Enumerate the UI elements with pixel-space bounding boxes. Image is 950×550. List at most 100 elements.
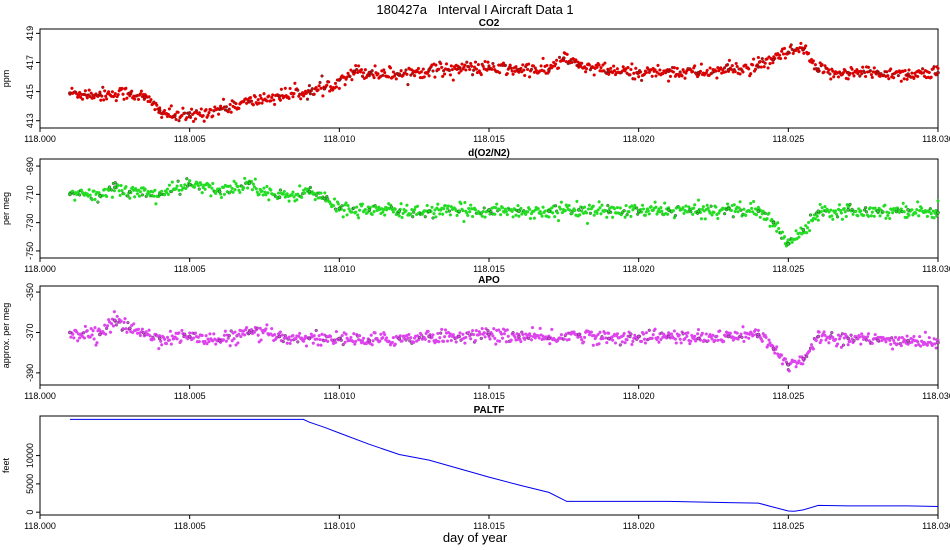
scatter-point xyxy=(419,333,423,337)
scatter-point xyxy=(678,337,682,341)
data-point xyxy=(322,86,327,91)
scatter-point xyxy=(222,333,226,337)
scatter-point xyxy=(632,71,636,75)
scatter-point xyxy=(510,69,514,73)
scatter-point xyxy=(447,68,451,73)
scatter-point xyxy=(478,332,482,336)
scatter-point xyxy=(764,335,768,339)
data-point xyxy=(457,334,461,339)
scatter-point xyxy=(686,210,690,214)
scatter-point xyxy=(313,198,317,202)
scatter-point xyxy=(741,325,745,329)
scatter-point xyxy=(312,92,316,96)
scatter-point xyxy=(115,314,119,318)
scatter-point xyxy=(328,89,332,93)
scatter-point xyxy=(499,213,503,217)
scatter-point xyxy=(850,67,854,71)
scatter-point xyxy=(915,208,919,212)
scatter-point xyxy=(320,74,324,78)
scatter-point xyxy=(661,71,665,76)
scatter-point xyxy=(553,215,557,219)
scatter-point xyxy=(889,342,893,346)
scatter-point xyxy=(711,333,715,337)
data-point xyxy=(726,334,731,339)
scatter-point xyxy=(910,208,914,212)
scatter-point xyxy=(733,209,737,214)
data-point xyxy=(876,70,880,75)
scatter-point xyxy=(775,229,779,233)
scatter-point xyxy=(152,194,156,198)
scatter-point xyxy=(514,65,518,69)
scatter-point xyxy=(635,206,639,210)
scatter-point xyxy=(363,207,367,212)
scatter-point xyxy=(340,334,344,338)
scatter-point xyxy=(432,212,436,216)
scatter-point xyxy=(806,51,811,55)
scatter-point xyxy=(252,185,256,189)
scatter-point xyxy=(823,205,827,209)
scatter-point xyxy=(890,336,894,340)
scatter-point xyxy=(823,333,827,337)
scatter-point xyxy=(624,204,628,208)
scatter-point xyxy=(575,199,579,203)
scatter-point xyxy=(888,216,892,221)
scatter-point xyxy=(318,80,322,85)
scatter-point xyxy=(529,338,534,342)
scatter-point xyxy=(712,210,716,214)
scatter-point xyxy=(498,71,502,75)
scatter-point xyxy=(357,216,361,220)
scatter-point xyxy=(523,337,527,341)
scatter-point xyxy=(230,186,234,190)
scatter-point xyxy=(787,369,791,373)
scatter-point xyxy=(448,332,452,336)
scatter-point xyxy=(505,213,509,217)
scatter-point xyxy=(273,333,277,337)
x-tick-label: 118.000 xyxy=(24,264,56,274)
scatter-point xyxy=(696,198,701,202)
scatter-point xyxy=(160,343,164,347)
scatter-point xyxy=(426,329,430,333)
data-point xyxy=(217,107,222,111)
scatter-point xyxy=(912,334,916,339)
scatter-point xyxy=(674,341,678,345)
scatter-point xyxy=(760,339,764,343)
scatter-point xyxy=(807,349,812,353)
scatter-point xyxy=(394,77,398,81)
scatter-point xyxy=(765,57,769,61)
scatter-point xyxy=(90,198,94,202)
scatter-point xyxy=(650,336,654,340)
scatter-point xyxy=(111,324,115,328)
scatter-point xyxy=(177,119,181,123)
scatter-point xyxy=(833,209,838,213)
scatter-point xyxy=(747,336,751,340)
scatter-point xyxy=(691,69,695,74)
data-point xyxy=(427,334,431,339)
scatter-point xyxy=(768,341,772,345)
x-tick-label: 118.005 xyxy=(174,391,206,401)
scatter-point xyxy=(660,209,664,213)
y-axis-label: ppm xyxy=(1,70,11,88)
scatter-point xyxy=(721,339,726,344)
scatter-point xyxy=(273,102,277,106)
y-tick-label: -690 xyxy=(25,157,35,175)
scatter-point xyxy=(114,323,118,327)
scatter-point xyxy=(436,202,440,206)
scatter-point xyxy=(666,79,671,83)
scatter-point xyxy=(238,190,242,195)
scatter-point xyxy=(295,198,299,202)
scatter-point xyxy=(669,332,674,336)
scatter-point xyxy=(582,335,587,339)
scatter-point xyxy=(221,338,226,342)
scatter-point xyxy=(291,334,295,338)
scatter-point xyxy=(641,207,646,211)
scatter-point xyxy=(740,335,744,339)
scatter-point xyxy=(76,339,80,343)
scatter-point xyxy=(445,339,450,343)
scatter-point xyxy=(612,69,617,73)
scatter-point xyxy=(104,332,108,336)
y-tick-label: 419 xyxy=(25,26,35,41)
x-tick-label: 118.020 xyxy=(623,134,655,144)
scatter-point xyxy=(668,74,673,78)
data-point xyxy=(307,336,312,341)
scatter-point xyxy=(468,210,472,214)
